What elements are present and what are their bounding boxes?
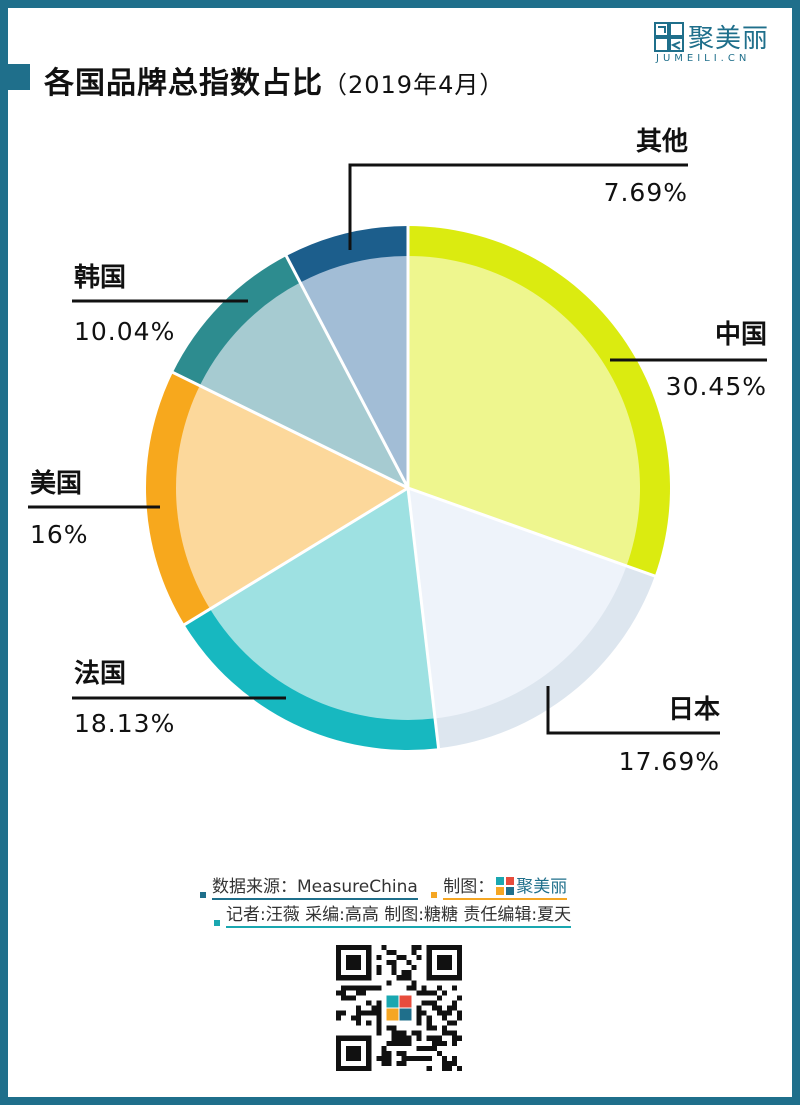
pie-slice-france <box>210 488 436 721</box>
credit-line-staff: 记者:汪薇 采编:高高 制图:糖糖 责任编辑:夏天 <box>214 900 572 928</box>
title-date: （2019年4月） <box>323 71 505 99</box>
credits: 数据来源：MeasureChina 制图： 聚美丽 记者:汪薇 采编:高高 制图:… <box>0 868 800 928</box>
label-value-usa: 16% <box>30 520 89 549</box>
pie-slices <box>176 256 640 721</box>
label-value-other: 7.69% <box>604 178 688 207</box>
label-value-china: 30.45% <box>666 372 767 401</box>
title-main: 各国品牌总指数占比 <box>44 66 323 101</box>
pie-slice-japan <box>408 488 627 719</box>
pie-separator-japan <box>407 486 658 579</box>
logo-name-en: JUMEILI.CN <box>656 53 751 64</box>
label-value-france: 18.13% <box>74 709 175 738</box>
brand-logo: 聚美丽 JUMEILI.CN <box>654 18 782 66</box>
pie-separator-other <box>284 253 410 489</box>
staff-credits: 记者:汪薇 采编:高高 制图:糖糖 责任编辑:夏天 <box>226 905 572 928</box>
leader-line-other <box>348 163 688 250</box>
source-label: 数据来源： <box>212 877 297 897</box>
made-label: 制图： <box>443 877 495 897</box>
logo-name-cn: 聚美丽 <box>688 24 770 54</box>
qr-code-icon <box>336 945 462 1071</box>
made-brand: 聚美丽 <box>516 877 568 897</box>
credit-marker-yellow <box>431 892 438 898</box>
pie-slice-usa <box>176 385 408 609</box>
label-value-korea: 10.04% <box>74 317 175 346</box>
label-name-other: 其他 <box>636 127 688 157</box>
credit-marker-blue <box>200 892 206 898</box>
credit-line-source: 数据来源：MeasureChina 制图： 聚美丽 <box>200 872 568 900</box>
page-title: 各国品牌总指数占比（2019年4月） <box>44 58 505 101</box>
pie-separator-usa <box>181 486 409 627</box>
pie-separators <box>170 224 658 751</box>
leader-line-japan <box>546 686 720 735</box>
label-name-korea: 韩国 <box>74 263 126 293</box>
label-value-japan: 17.69% <box>619 747 720 776</box>
pie-separator-korea <box>170 370 409 490</box>
pie-slice-other <box>300 256 408 488</box>
credit-marker-teal <box>214 920 220 926</box>
pie-slice-china <box>408 256 640 566</box>
logo-mark-icon <box>654 22 684 52</box>
label-name-japan: 日本 <box>668 695 720 725</box>
label-name-usa: 美国 <box>30 468 82 499</box>
label-name-france: 法国 <box>74 659 126 689</box>
label-name-china: 中国 <box>715 320 767 350</box>
title-accent-bar <box>0 64 30 90</box>
pie-separator-france <box>406 487 441 751</box>
pie-slice-korea <box>199 282 408 488</box>
mini-logo-icon <box>496 877 515 895</box>
source-value: MeasureChina <box>297 877 418 897</box>
